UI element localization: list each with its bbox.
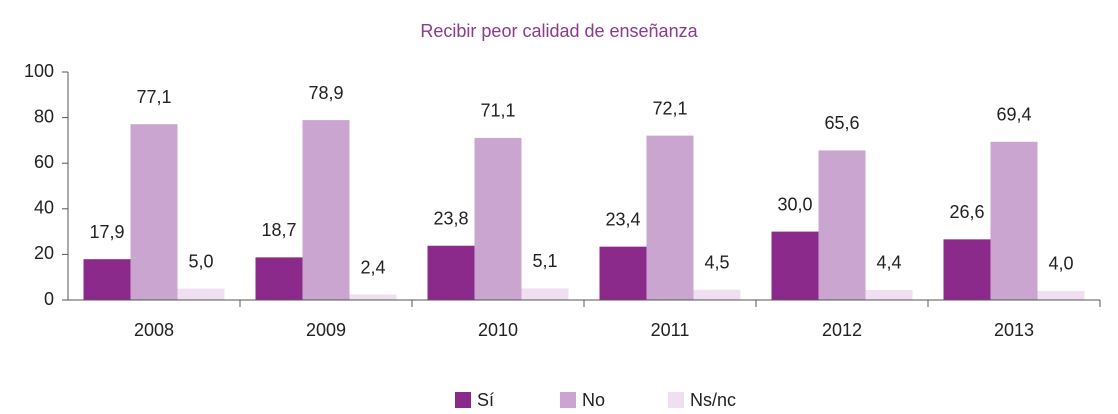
data-label: 5,0: [188, 251, 213, 271]
x-tick-label: 2010: [478, 320, 518, 340]
x-tick-label: 2011: [651, 320, 690, 340]
data-label: 71,1: [480, 101, 515, 121]
legend-label: Ns/nc: [690, 390, 736, 410]
bar: [943, 239, 991, 300]
legend-label: No: [582, 390, 605, 410]
legend-swatch: [455, 392, 471, 408]
y-tick-label: 0: [44, 289, 54, 309]
data-label: 72,1: [652, 98, 687, 118]
y-tick-label: 80: [34, 106, 54, 126]
chart-title: Recibir peor calidad de enseñanza: [420, 21, 698, 41]
bar: [302, 120, 350, 300]
data-label: 2,4: [360, 257, 385, 277]
data-label: 18,7: [261, 220, 296, 240]
bar: [693, 289, 741, 300]
data-label: 30,0: [777, 194, 812, 214]
bar: [427, 245, 475, 300]
x-tick-label: 2009: [306, 320, 346, 340]
data-label: 26,6: [949, 202, 984, 222]
bar: [990, 141, 1038, 300]
bar: [255, 257, 303, 300]
bar: [865, 289, 913, 300]
bar: [474, 137, 522, 300]
bar: [349, 294, 397, 300]
data-label: 65,6: [824, 113, 859, 133]
x-tick-label: 2012: [822, 320, 862, 340]
x-tick-label: 2008: [134, 320, 174, 340]
legend-label: Sí: [477, 390, 494, 410]
legend-swatch: [668, 392, 684, 408]
data-label: 69,4: [996, 105, 1031, 125]
data-label: 4,0: [1048, 254, 1073, 274]
data-label: 5,1: [532, 251, 557, 271]
y-tick-label: 60: [34, 152, 54, 172]
y-tick-label: 100: [24, 61, 54, 81]
data-label: 78,9: [308, 83, 343, 103]
x-tick-label: 2013: [994, 320, 1034, 340]
bar: [646, 135, 694, 300]
bar: [599, 246, 647, 300]
bar: [130, 124, 178, 300]
bar: [83, 259, 131, 300]
y-tick-label: 40: [34, 198, 54, 218]
data-label: 23,8: [433, 208, 468, 228]
data-label: 17,9: [89, 222, 124, 242]
bar: [1037, 290, 1085, 300]
bar: [818, 150, 866, 300]
data-label: 77,1: [136, 87, 171, 107]
bar: [177, 288, 225, 300]
legend-swatch: [560, 392, 576, 408]
y-tick-label: 20: [34, 243, 54, 263]
bar: [771, 231, 819, 300]
data-label: 4,5: [704, 252, 729, 272]
bar: [521, 288, 569, 300]
data-label: 23,4: [605, 209, 640, 229]
data-label: 4,4: [876, 253, 901, 273]
